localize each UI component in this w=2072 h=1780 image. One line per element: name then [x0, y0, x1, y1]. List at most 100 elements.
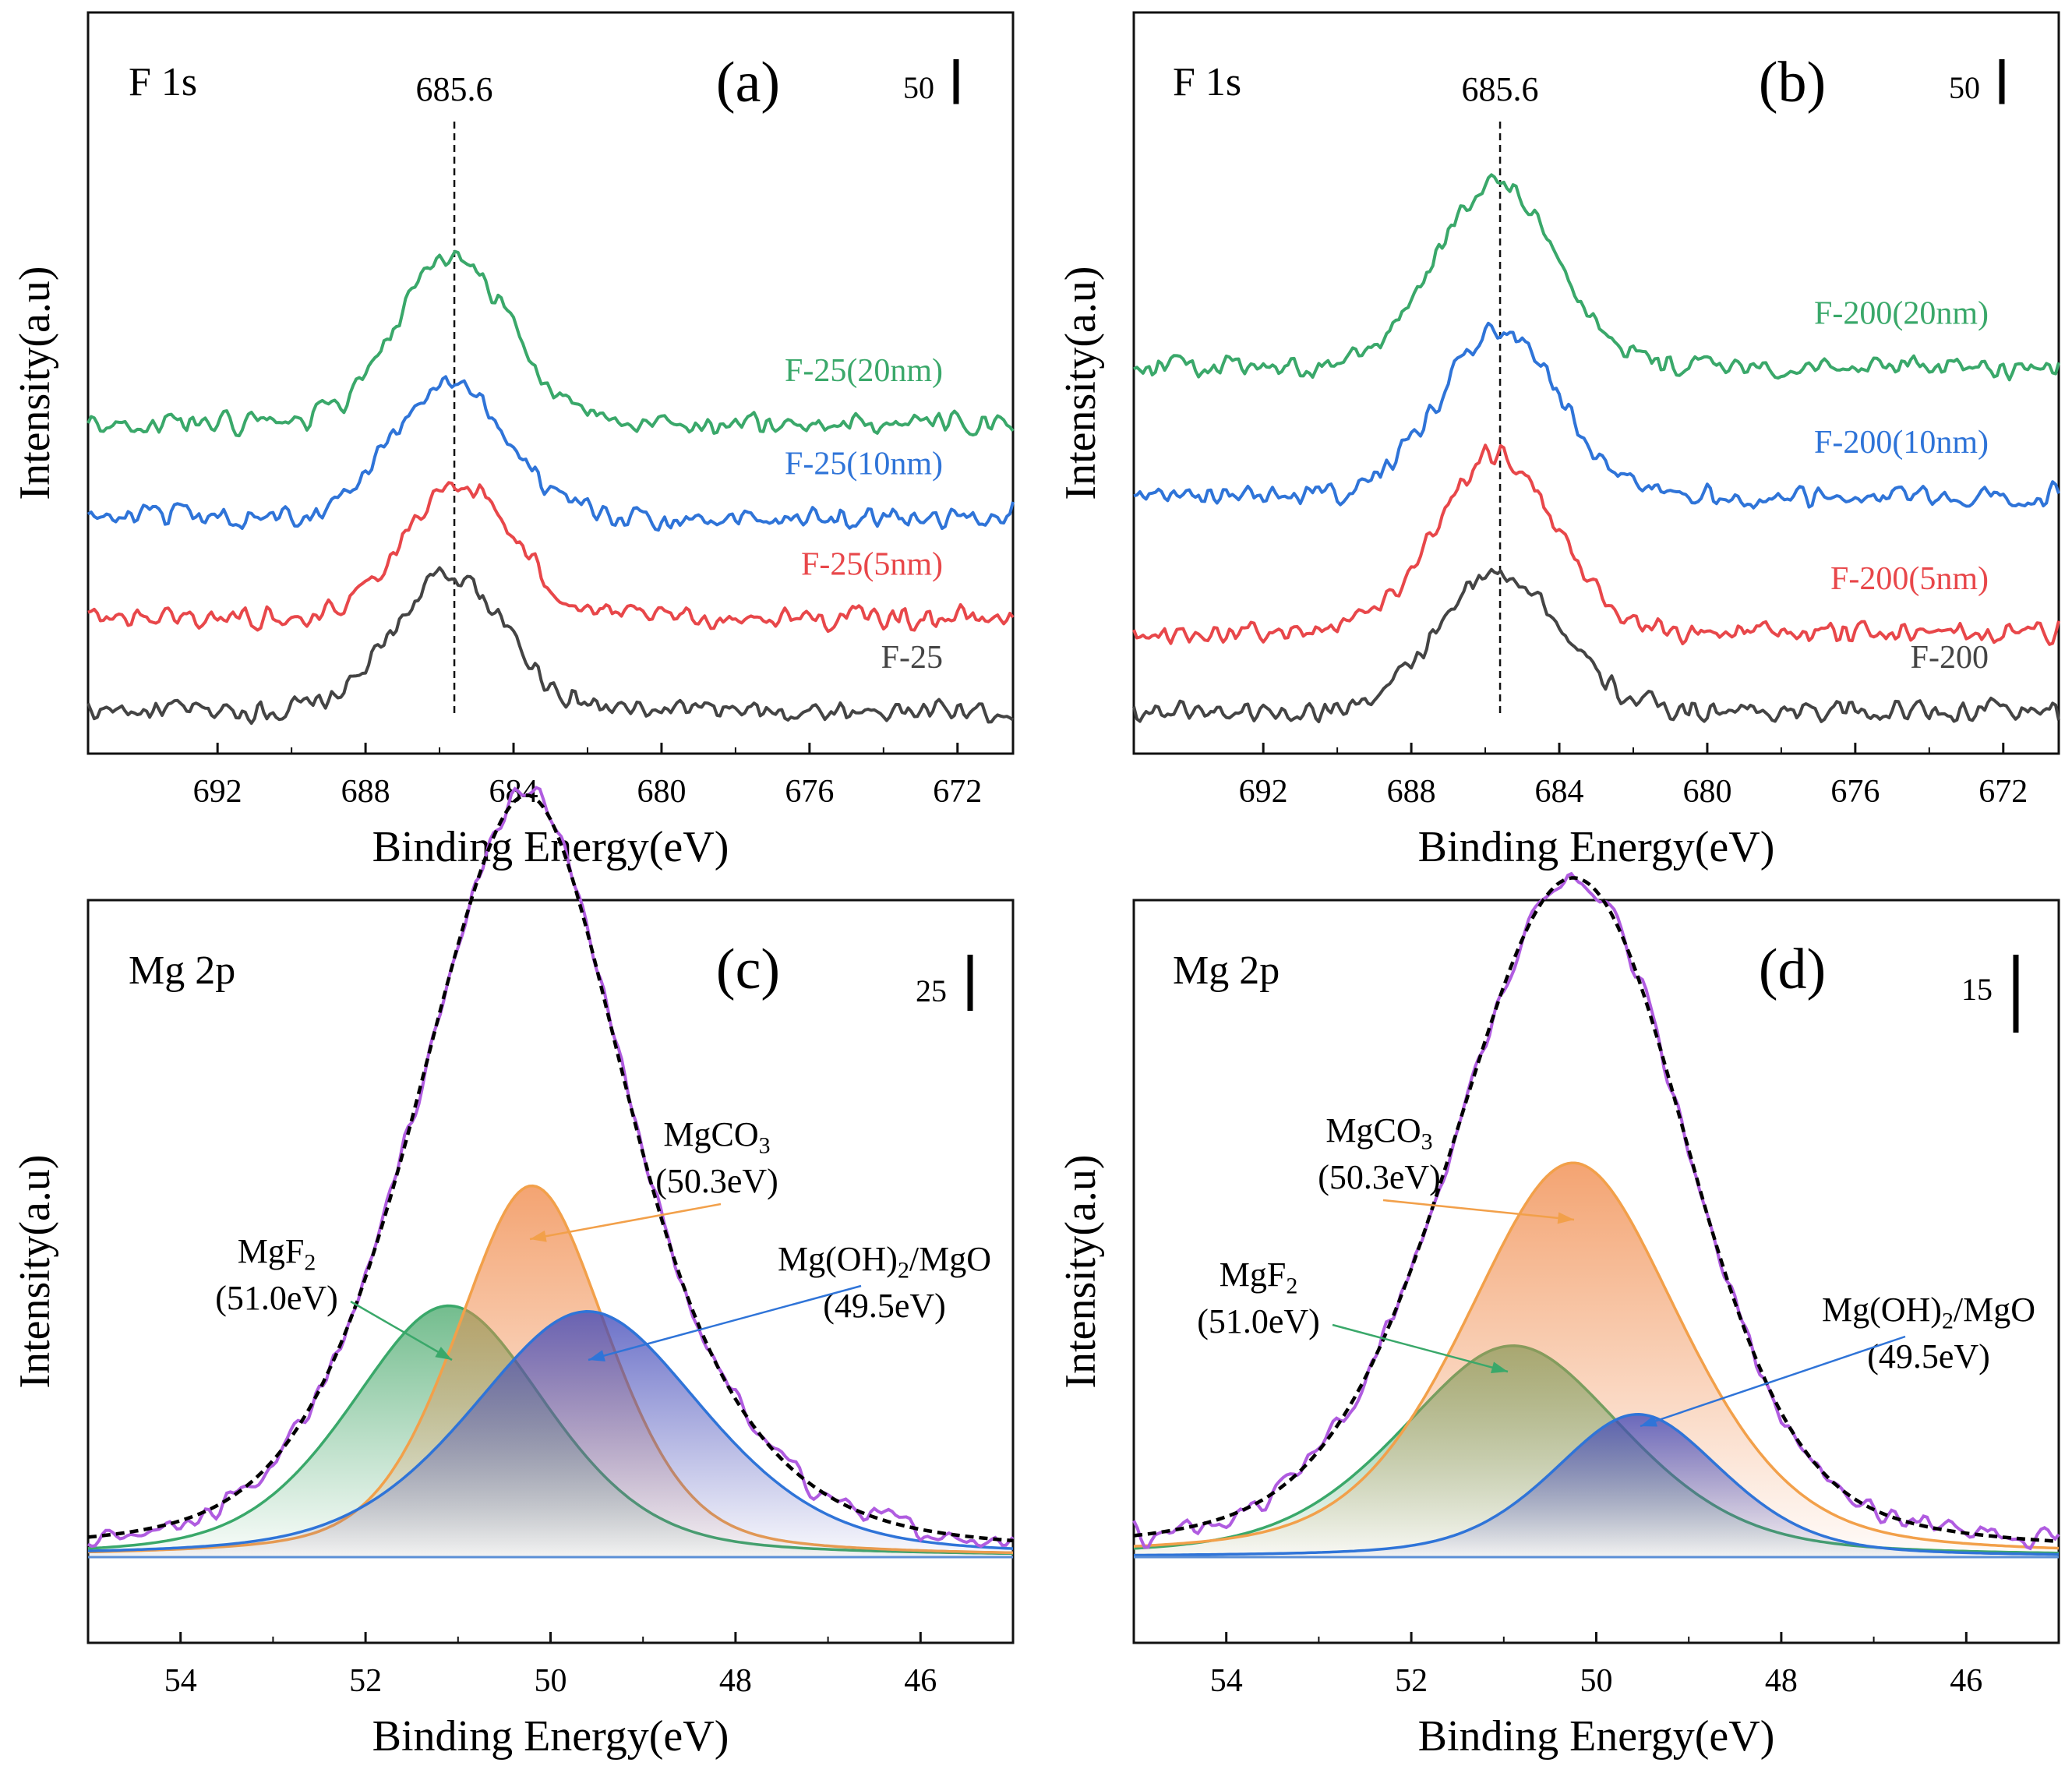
envelope-fit-line: [1133, 876, 2060, 1544]
component-line-Mg(OH)2/MgO: [87, 1310, 1014, 1552]
panel-title: F 1s: [1173, 60, 1241, 104]
x-tick-label: 692: [193, 774, 242, 810]
scale-bar-label: 25: [916, 973, 947, 1008]
chart-panel-c: 54 52 50 48 46 Binding Energy(eV) Intensity(a.…: [11, 786, 1015, 1761]
component-arrow-MgCO3: [1382, 1199, 1575, 1221]
x-tick-label: 54: [1210, 1663, 1243, 1699]
x-tick-label: 692: [1239, 774, 1288, 810]
x-tick-label: 52: [1395, 1663, 1428, 1699]
series-label-F-200: F-200: [1911, 640, 1989, 676]
component-area-Mg(OH)2/MgO: [1134, 1414, 2059, 1557]
scale-bar-label: 15: [1961, 972, 1993, 1007]
envelope-fit-line: [87, 793, 1014, 1543]
panel-label: (d): [1759, 938, 1826, 1001]
component-energy-MgCO3: (50.3eV): [1318, 1158, 1441, 1196]
x-tick-label: 680: [637, 774, 686, 810]
component-line-MgCO3: [1133, 1161, 2060, 1550]
component-label-Mg(OH)2/MgO: Mg(OH)2/MgO: [1822, 1291, 2035, 1334]
x-tick-label: 676: [785, 774, 834, 810]
component-arrow-MgF2: [1332, 1323, 1509, 1373]
plot-frame: [1132, 11, 2060, 755]
component-label-MgCO3: MgCO3: [1325, 1111, 1432, 1155]
component-label-MgF2: MgF2: [1220, 1256, 1298, 1299]
component-arrow-Mg(OH)2/MgO: [1640, 1335, 1906, 1428]
x-tick-label: 50: [1580, 1663, 1613, 1699]
x-tick-label: 48: [719, 1663, 752, 1699]
series-line-F-200(20nm): [1133, 173, 2060, 382]
component-energy-Mg(OH)2/MgO: (49.5eV): [1867, 1337, 1990, 1376]
panel-title: Mg 2p: [1173, 948, 1280, 993]
y-axis-label: Intensity(a.u): [11, 1154, 59, 1388]
component-arrow-Mg(OH)2/MgO: [588, 1284, 862, 1361]
component-arrowhead-Mg(OH)2/MgO: [1640, 1415, 1657, 1427]
chart-panel-b: 692 688 684 680 676 672 Binding Energy(eV) Inte…: [1057, 11, 2060, 871]
x-tick-label: 54: [164, 1663, 197, 1699]
raw-data-line: [86, 786, 1015, 1549]
component-area-Mg(OH)2/MgO: [88, 1311, 1013, 1557]
series-label-F-200(10nm): F-200(10nm): [1814, 425, 1989, 461]
x-tick-label: 676: [1830, 774, 1880, 810]
y-axis-label: Intensity(a.u): [1057, 1154, 1105, 1388]
component-energy-MgCO3: (50.3eV): [655, 1162, 778, 1200]
x-tick-label: 52: [349, 1663, 382, 1699]
component-energy-MgF2: (51.0eV): [215, 1279, 338, 1317]
component-arrow-MgF2: [350, 1300, 453, 1361]
x-tick-label: 688: [1387, 774, 1436, 810]
component-arrow-MgCO3: [529, 1203, 722, 1241]
y-axis-label: Intensity(a.u): [1057, 266, 1105, 500]
component-arrowhead-MgCO3: [1557, 1212, 1574, 1224]
x-axis-label: Binding Energy(eV): [1418, 1712, 1775, 1761]
series-label-F-25(20nm): F-25(20nm): [785, 353, 943, 389]
scale-bar-label: 50: [1949, 70, 1980, 105]
series-label-F-200(20nm): F-200(20nm): [1814, 295, 1989, 331]
x-tick-label: 672: [933, 774, 982, 810]
component-label-MgCO3: MgCO3: [663, 1115, 770, 1159]
raw-data-line: [1132, 871, 2060, 1551]
x-tick-label: 680: [1682, 774, 1731, 810]
component-line-Mg(OH)2/MgO: [1133, 1413, 2059, 1557]
component-arrowhead-MgF2: [1491, 1361, 1508, 1373]
x-tick-label: 50: [535, 1663, 567, 1699]
x-tick-label: 684: [1535, 774, 1584, 810]
panel-label: (c): [716, 938, 780, 1001]
x-axis-label: Binding Energy(eV): [372, 1712, 729, 1761]
series-line-F-200: [1132, 567, 2060, 723]
component-energy-MgF2: (51.0eV): [1197, 1302, 1320, 1340]
series-line-F-25: [86, 566, 1015, 726]
series-line-F-200(5nm): [1132, 443, 2060, 646]
panel-title: Mg 2p: [129, 948, 235, 993]
series-line-F-25(5nm): [87, 481, 1015, 634]
plot-frame: [86, 11, 1015, 755]
x-tick-label: 48: [1765, 1663, 1798, 1699]
scale-bar-label: 50: [903, 70, 934, 105]
component-label-MgF2: MgF2: [238, 1232, 316, 1276]
component-arrowhead-MgF2: [435, 1347, 452, 1360]
component-label-Mg(OH)2/MgO: Mg(OH)2/MgO: [778, 1240, 991, 1284]
x-axis-label: Binding Energy(eV): [372, 823, 729, 871]
component-arrowhead-Mg(OH)2/MgO: [588, 1350, 605, 1361]
x-tick-label: 46: [1950, 1663, 1982, 1699]
component-arrowhead-MgCO3: [530, 1230, 547, 1242]
series-line-F-200(10nm): [1133, 321, 2060, 510]
y-axis-label: Intensity(a.u): [11, 266, 59, 500]
component-area-MgCO3: [1134, 1163, 2059, 1557]
series-label-F-25(5nm): F-25(5nm): [801, 546, 943, 582]
series-label-F-25(10nm): F-25(10nm): [785, 447, 943, 482]
x-tick-label: 46: [904, 1663, 937, 1699]
x-tick-label: 688: [341, 774, 390, 810]
panel-label: (a): [716, 51, 780, 115]
panel-title: F 1s: [129, 60, 197, 104]
reference-line-label: 685.6: [1462, 70, 1539, 108]
reference-line-label: 685.6: [416, 70, 493, 108]
chart-panel-d: 54 52 50 48 46 Binding Energy(eV) Intensity(a.…: [1057, 871, 2060, 1761]
panel-label: (b): [1759, 51, 1826, 115]
series-label-F-200(5nm): F-200(5nm): [1830, 561, 1989, 597]
series-line-F-25(10nm): [86, 375, 1015, 532]
x-tick-label: 672: [1978, 774, 2028, 810]
x-axis-label: Binding Energy(eV): [1418, 823, 1775, 871]
series-line-F-25(20nm): [86, 249, 1015, 438]
component-energy-Mg(OH)2/MgO: (49.5eV): [823, 1287, 946, 1325]
series-label-F-25: F-25: [881, 640, 943, 676]
